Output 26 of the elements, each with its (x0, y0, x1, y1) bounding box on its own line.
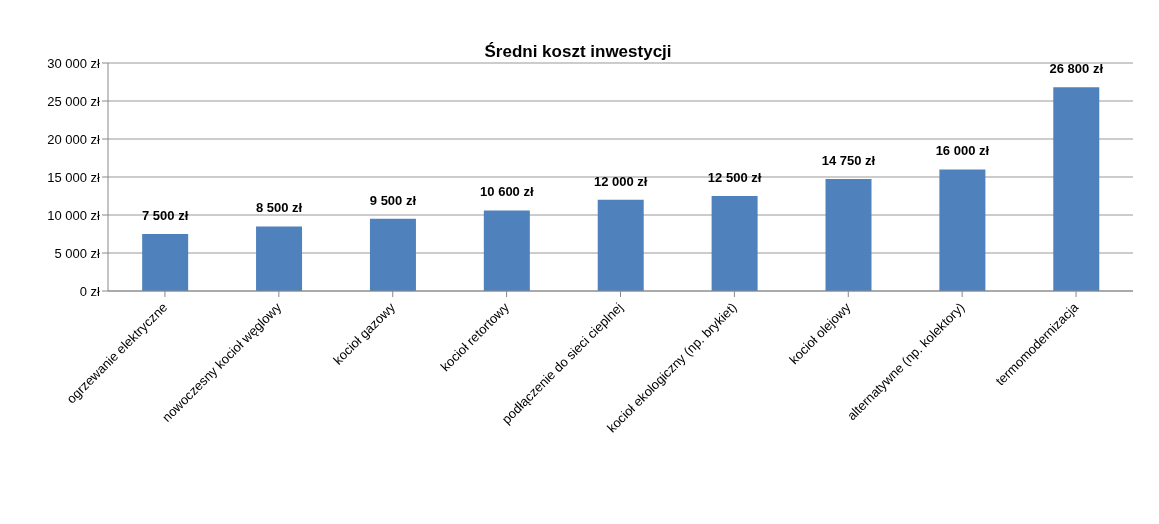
bar (939, 169, 986, 291)
bar (711, 196, 758, 291)
bar (369, 218, 416, 291)
data-label: 12 000 zł (593, 173, 648, 189)
y-tick-label: 15 000 zł (47, 169, 101, 185)
data-label: 9 500 zł (369, 192, 417, 208)
data-label: 7 500 zł (142, 208, 189, 223)
data-label: 10 600 zł (480, 184, 534, 200)
data-label: 14 750 zł (821, 152, 876, 168)
y-tick-label: 5 000 zł (54, 245, 101, 261)
data-label: 12 500 zł (707, 170, 762, 185)
bar (825, 178, 872, 291)
data-label: 8 500 zł (255, 200, 303, 216)
y-tick-label: 10 000 zł (47, 207, 101, 223)
y-tick-label: 0 zł (79, 283, 101, 299)
data-label: 16 000 zł (935, 143, 990, 159)
bar (597, 199, 644, 291)
y-tick-label: 30 000 zł (47, 55, 101, 71)
bar (142, 234, 189, 291)
bar (1053, 87, 1100, 291)
bar (256, 226, 303, 291)
y-tick-label: 25 000 zł (47, 93, 101, 109)
bar (483, 210, 530, 291)
y-tick-label: 20 000 zł (47, 131, 101, 147)
chart-title: Średni koszt inwestycji (484, 42, 672, 61)
data-label: 26 800 zł (1049, 61, 1104, 77)
